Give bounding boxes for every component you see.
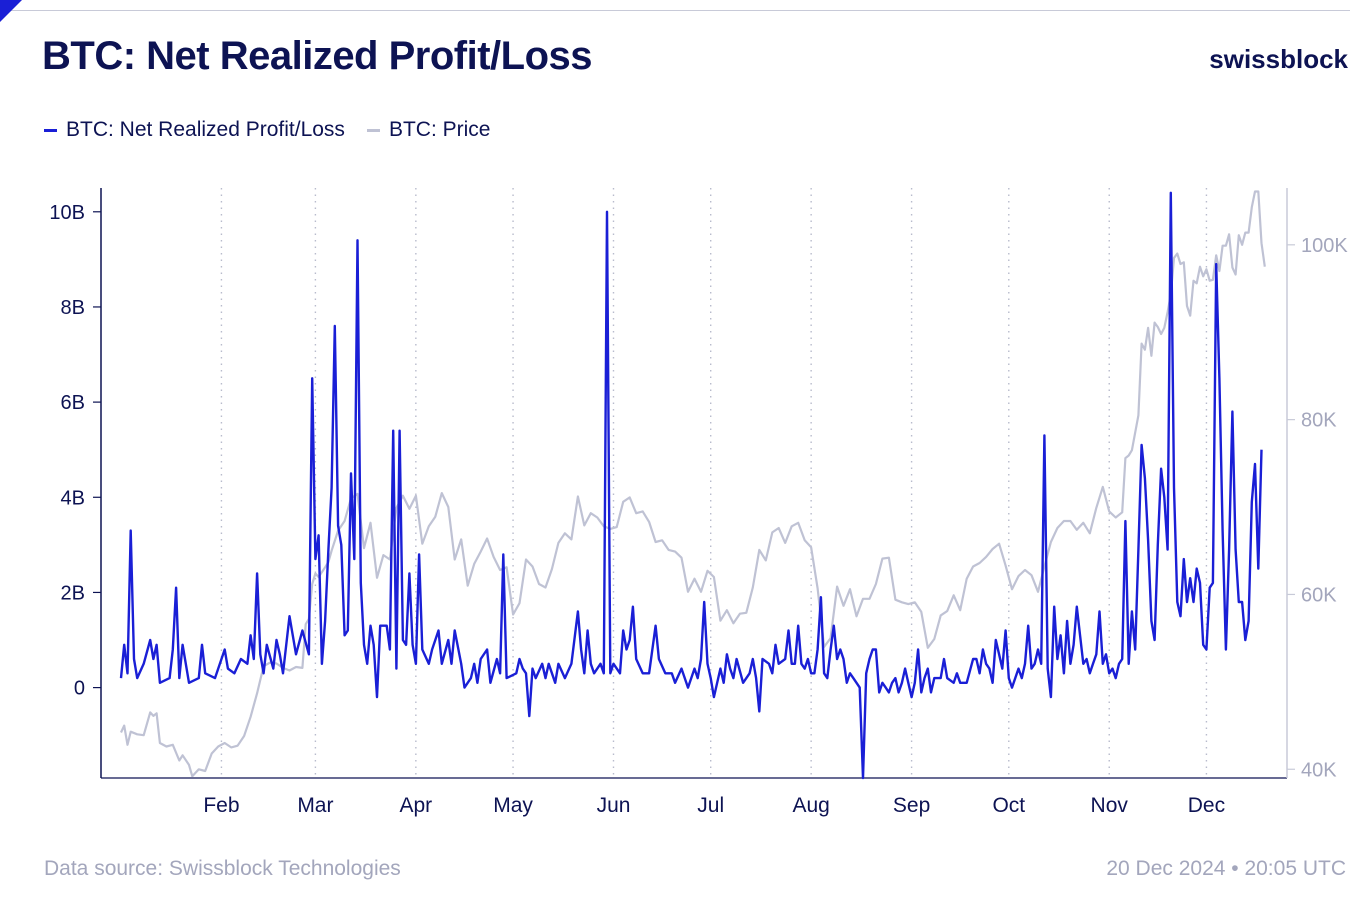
legend-item-profit-loss[interactable]: BTC: Net Realized Profit/Loss	[44, 118, 345, 142]
data-source: Data source: Swissblock Technologies	[44, 857, 401, 880]
timestamp: 20 Dec 2024 • 20:05 UTC	[1106, 857, 1346, 880]
legend-item-price[interactable]: BTC: Price	[366, 118, 491, 142]
x-tick-nov: Nov	[1091, 794, 1129, 817]
x-tick-jul: Jul	[697, 794, 724, 817]
y-left-tick-3: 6B	[61, 392, 85, 414]
y-left-tick-2: 4B	[61, 487, 85, 509]
x-tick-sep: Sep	[893, 794, 930, 817]
x-tick-may: May	[493, 794, 533, 817]
x-tick-mar: Mar	[297, 794, 333, 817]
x-tick-oct: Oct	[992, 794, 1025, 817]
y-left-tick-5: 10B	[49, 202, 85, 224]
legend-label-price: BTC: Price	[388, 118, 491, 141]
chart-title: BTC: Net Realized Profit/Loss	[42, 34, 593, 78]
y-left-tick-0: 0	[74, 678, 85, 700]
series-lines	[119, 190, 1266, 780]
brand-logo: swissblock	[1209, 44, 1348, 74]
y-left-tick-4: 8B	[61, 297, 85, 319]
tick-labels: Feb Mar Apr May Jun Jul Aug Sep Oct Nov Dec 0 2B 4B 6B…	[49, 202, 1348, 817]
x-tick-feb: Feb	[203, 794, 239, 817]
top-rule	[0, 10, 1350, 11]
x-tick-apr: Apr	[400, 794, 433, 817]
y-right-tick-1: 60K	[1301, 584, 1337, 606]
y-right-tick-3: 100K	[1301, 235, 1348, 257]
legend-label-profit-loss: BTC: Net Realized Profit/Loss	[66, 118, 345, 141]
series-line-profit-loss	[119, 191, 1263, 780]
y-right-tick-0: 40K	[1301, 759, 1337, 781]
series-line-price	[120, 190, 1266, 778]
legend-swatch-profit-loss	[44, 128, 57, 132]
legend: BTC: Net Realized Profit/Loss BTC: Price	[44, 118, 512, 142]
corner-accent	[0, 0, 22, 22]
legend-swatch-price	[366, 128, 380, 132]
x-tick-dec: Dec	[1188, 794, 1225, 817]
y-left-tick-1: 2B	[61, 582, 85, 604]
y-right-tick-2: 80K	[1301, 410, 1337, 432]
axes	[93, 188, 1295, 779]
x-tick-aug: Aug	[792, 794, 829, 817]
x-tick-jun: Jun	[597, 794, 631, 817]
gridlines	[220, 188, 1208, 778]
